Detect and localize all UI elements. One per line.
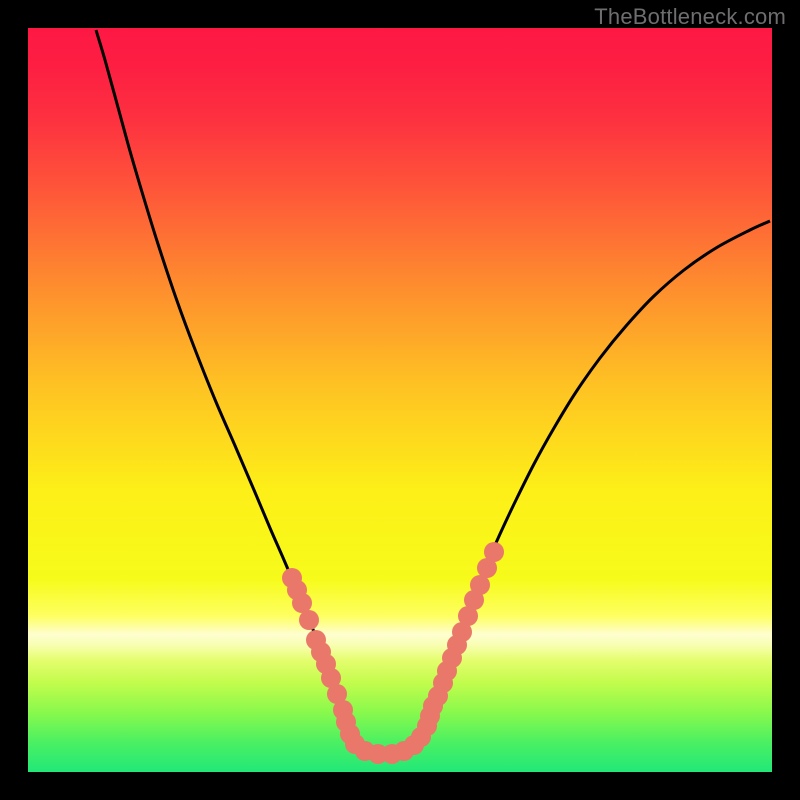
bottleneck-chart [0,0,800,800]
watermark-text: TheBottleneck.com [594,4,786,30]
plot-background [28,28,772,772]
chart-container: { "watermark": { "text": "TheBottleneck.… [0,0,800,800]
marker-dot [484,542,504,562]
marker-dot [299,610,319,630]
